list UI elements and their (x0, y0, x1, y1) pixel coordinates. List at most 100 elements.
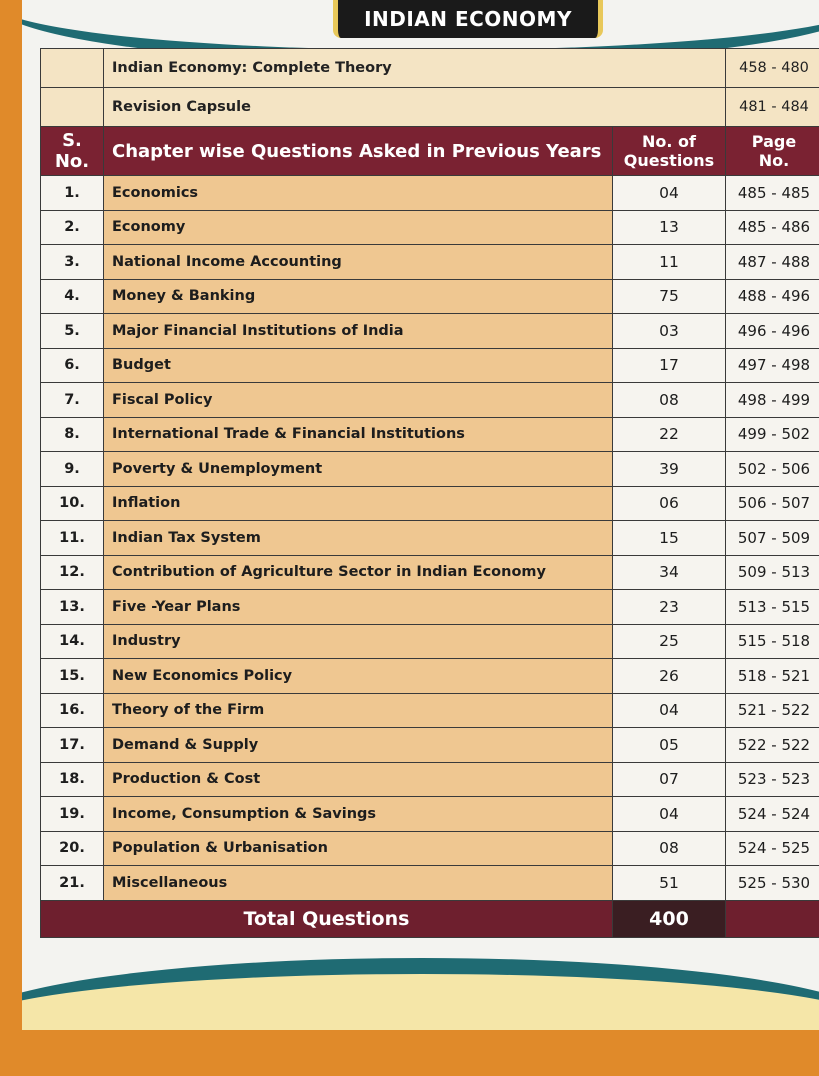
table-row: 5. Major Financial Institutions of India 0… (40, 313, 819, 349)
column-header-questions: No. of Questions (612, 126, 726, 176)
row-pages: 487 - 488 (725, 244, 819, 280)
row-questions: 11 (612, 244, 726, 280)
row-sno: 10. (40, 485, 104, 521)
intro-sno (40, 87, 104, 127)
row-chapter: Economics (103, 175, 613, 211)
table-row: 7. Fiscal Policy 08 498 - 499 (40, 382, 819, 418)
intro-pages: 458 - 480 (725, 48, 819, 88)
row-pages: 498 - 499 (725, 382, 819, 418)
row-chapter: Major Financial Institutions of India (103, 313, 613, 349)
table-row: 19. Income, Consumption & Savings 04 524 - … (40, 796, 819, 832)
intro-label: Indian Economy: Complete Theory (103, 48, 726, 88)
row-questions: 13 (612, 209, 726, 245)
row-questions: 04 (612, 692, 726, 728)
row-questions: 39 (612, 451, 726, 487)
row-chapter: Budget (103, 347, 613, 383)
table-row: 2. Economy 13 485 - 486 (40, 209, 819, 245)
row-sno: 2. (40, 209, 104, 245)
row-sno: 20. (40, 830, 104, 866)
row-questions: 05 (612, 727, 726, 763)
row-questions: 06 (612, 485, 726, 521)
total-value: 400 (612, 899, 726, 938)
column-header-questions-line2: Questions (623, 151, 715, 170)
intro-pages: 481 - 484 (725, 87, 819, 127)
column-header-row: S. No. Chapter wise Questions Asked in P… (40, 126, 819, 176)
table-row: 18. Production & Cost 07 523 - 523 (40, 761, 819, 797)
table-row: 6. Budget 17 497 - 498 (40, 347, 819, 383)
row-questions: 51 (612, 865, 726, 901)
row-pages: 488 - 496 (725, 278, 819, 314)
row-sno: 14. (40, 623, 104, 659)
row-chapter: Miscellaneous (103, 865, 613, 901)
column-header-chapter: Chapter wise Questions Asked in Previous… (103, 126, 613, 176)
intro-row: Revision Capsule 481 - 484 (40, 87, 819, 127)
row-sno: 15. (40, 658, 104, 694)
row-chapter: International Trade & Financial Institut… (103, 416, 613, 452)
table-row: 4. Money & Banking 75 488 - 496 (40, 278, 819, 314)
row-chapter: Inflation (103, 485, 613, 521)
row-questions: 07 (612, 761, 726, 797)
row-pages: 518 - 521 (725, 658, 819, 694)
row-pages: 506 - 507 (725, 485, 819, 521)
table-row: 8. International Trade & Financial Instit… (40, 416, 819, 452)
row-pages: 522 - 522 (725, 727, 819, 763)
row-chapter: Fiscal Policy (103, 382, 613, 418)
table-row: 13. Five -Year Plans 23 513 - 515 (40, 589, 819, 625)
row-sno: 11. (40, 520, 104, 556)
column-header-sno: S. No. (40, 126, 104, 176)
row-sno: 18. (40, 761, 104, 797)
row-pages: 521 - 522 (725, 692, 819, 728)
table-row: 16. Theory of the Firm 04 521 - 522 (40, 692, 819, 728)
row-pages: 515 - 518 (725, 623, 819, 659)
table-row: 17. Demand & Supply 05 522 - 522 (40, 727, 819, 763)
total-empty-cell (725, 899, 819, 938)
row-pages: 524 - 524 (725, 796, 819, 832)
row-chapter: Poverty & Unemployment (103, 451, 613, 487)
row-pages: 525 - 530 (725, 865, 819, 901)
row-pages: 502 - 506 (725, 451, 819, 487)
row-pages: 509 - 513 (725, 554, 819, 590)
table-row: 12. Contribution of Agriculture Sector in… (40, 554, 819, 590)
row-chapter: Production & Cost (103, 761, 613, 797)
row-chapter: Industry (103, 623, 613, 659)
table-row: 11. Indian Tax System 15 507 - 509 (40, 520, 819, 556)
row-questions: 15 (612, 520, 726, 556)
row-questions: 17 (612, 347, 726, 383)
row-pages: 507 - 509 (725, 520, 819, 556)
row-questions: 75 (612, 278, 726, 314)
row-chapter: Contribution of Agriculture Sector in In… (103, 554, 613, 590)
intro-label: Revision Capsule (103, 87, 726, 127)
table-row: 14. Industry 25 515 - 518 (40, 623, 819, 659)
row-chapter: Theory of the Firm (103, 692, 613, 728)
row-pages: 496 - 496 (725, 313, 819, 349)
table-row: 3. National Income Accounting 11 487 - 488 (40, 244, 819, 280)
row-sno: 13. (40, 589, 104, 625)
row-chapter: Demand & Supply (103, 727, 613, 763)
row-sno: 3. (40, 244, 104, 280)
row-sno: 19. (40, 796, 104, 832)
row-sno: 6. (40, 347, 104, 383)
row-questions: 22 (612, 416, 726, 452)
row-sno: 12. (40, 554, 104, 590)
row-pages: 499 - 502 (725, 416, 819, 452)
row-questions: 03 (612, 313, 726, 349)
row-sno: 7. (40, 382, 104, 418)
table-row: 15. New Economics Policy 26 518 - 521 (40, 658, 819, 694)
row-pages: 485 - 485 (725, 175, 819, 211)
row-questions: 08 (612, 382, 726, 418)
row-sno: 4. (40, 278, 104, 314)
row-chapter: New Economics Policy (103, 658, 613, 694)
bottom-swoosh-decoration (22, 958, 819, 1030)
row-chapter: Indian Tax System (103, 520, 613, 556)
row-questions: 25 (612, 623, 726, 659)
total-label: Total Questions (40, 899, 613, 938)
chapter-table: Indian Economy: Complete Theory 458 - 48… (40, 48, 819, 938)
row-sno: 1. (40, 175, 104, 211)
column-header-pages: Page No. (725, 126, 819, 176)
row-pages: 497 - 498 (725, 347, 819, 383)
row-sno: 9. (40, 451, 104, 487)
row-chapter: National Income Accounting (103, 244, 613, 280)
row-questions: 23 (612, 589, 726, 625)
row-pages: 523 - 523 (725, 761, 819, 797)
row-questions: 08 (612, 830, 726, 866)
